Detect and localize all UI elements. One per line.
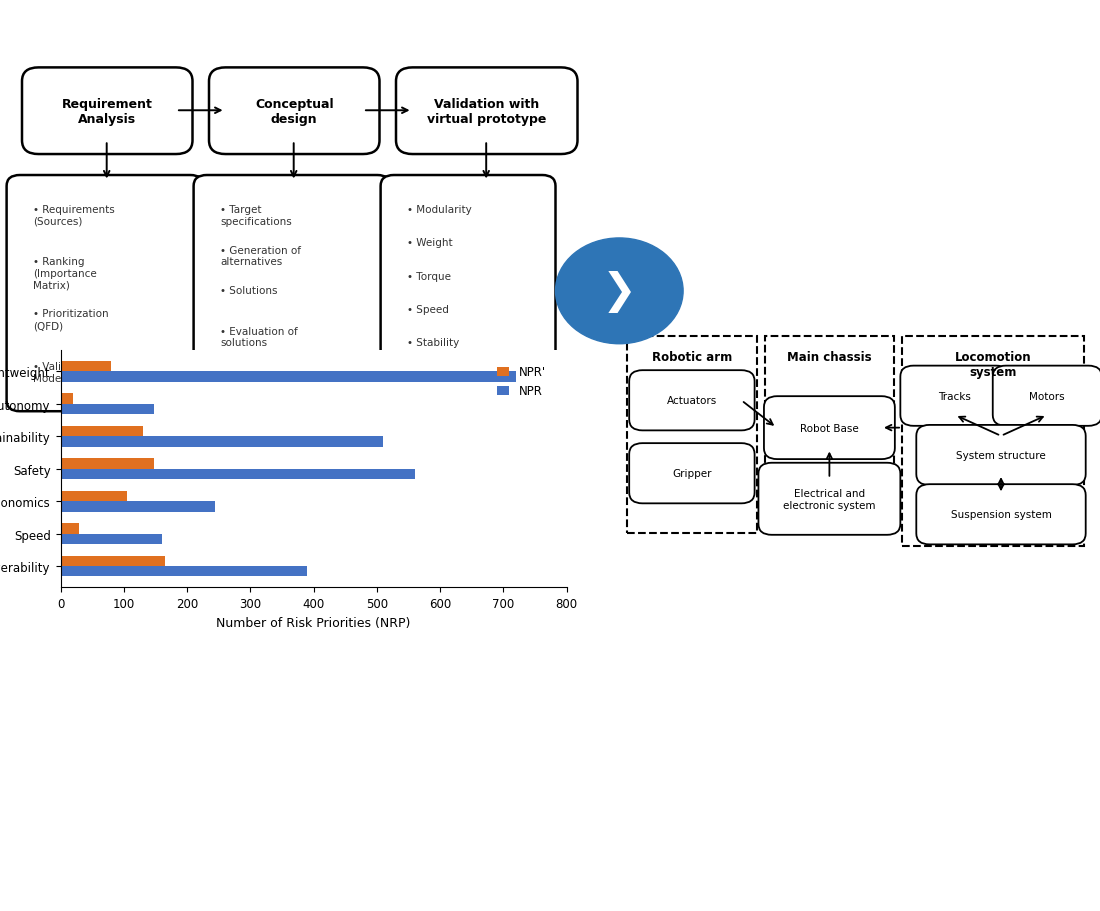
- Bar: [60, 426, 143, 436]
- FancyBboxPatch shape: [209, 68, 380, 155]
- FancyBboxPatch shape: [194, 176, 390, 412]
- Text: • Validation (Kano
Model): • Validation (Kano Model): [33, 361, 128, 383]
- Text: Motors: Motors: [1030, 392, 1065, 401]
- Bar: [60, 459, 154, 469]
- Bar: [60, 404, 154, 415]
- Text: Tracks: Tracks: [938, 392, 971, 401]
- Legend: NPR', NPR: NPR', NPR: [493, 362, 550, 403]
- FancyBboxPatch shape: [759, 463, 900, 536]
- Text: • FMEA
Analysis: • FMEA Analysis: [407, 371, 450, 393]
- Text: Locomotion
system: Locomotion system: [955, 351, 1031, 379]
- Bar: [60, 524, 79, 534]
- Text: Robot Base: Robot Base: [800, 424, 859, 433]
- Text: • Generation of
alternatives: • Generation of alternatives: [220, 245, 301, 267]
- Text: Gripper: Gripper: [672, 469, 712, 478]
- Text: • Speed: • Speed: [407, 304, 449, 314]
- X-axis label: Number of Risk Priorities (NRP): Number of Risk Priorities (NRP): [217, 616, 410, 629]
- Text: • Prioritization
(QFD): • Prioritization (QFD): [33, 309, 109, 331]
- Bar: [60, 469, 415, 479]
- Text: Suspension system: Suspension system: [950, 510, 1052, 519]
- Text: • Requirements
(Sources): • Requirements (Sources): [33, 205, 114, 227]
- Text: Main chassis: Main chassis: [788, 351, 871, 363]
- Text: Validation with
virtual prototype: Validation with virtual prototype: [427, 97, 547, 126]
- Text: • Modularity: • Modularity: [407, 205, 472, 215]
- Circle shape: [556, 239, 683, 344]
- FancyBboxPatch shape: [900, 366, 1010, 426]
- FancyBboxPatch shape: [629, 444, 755, 504]
- FancyBboxPatch shape: [916, 485, 1086, 545]
- Text: • Stability: • Stability: [407, 337, 460, 347]
- FancyBboxPatch shape: [396, 68, 578, 155]
- FancyBboxPatch shape: [764, 337, 894, 533]
- Bar: [60, 491, 126, 502]
- FancyBboxPatch shape: [916, 425, 1086, 486]
- Text: • Ranking
(Importance
Matrix): • Ranking (Importance Matrix): [33, 257, 97, 291]
- FancyBboxPatch shape: [22, 68, 192, 155]
- FancyBboxPatch shape: [763, 397, 895, 459]
- FancyBboxPatch shape: [902, 337, 1084, 547]
- Text: Electrical and
electronic system: Electrical and electronic system: [783, 488, 876, 510]
- Text: Requirement
Analysis: Requirement Analysis: [62, 97, 153, 126]
- Bar: [60, 556, 165, 567]
- Text: • Solutions: • Solutions: [220, 286, 277, 296]
- FancyBboxPatch shape: [381, 176, 556, 412]
- Text: • Weight: • Weight: [407, 238, 452, 248]
- Bar: [60, 534, 162, 545]
- Text: • Evaluation of
solutions: • Evaluation of solutions: [220, 326, 298, 348]
- Text: Actuators: Actuators: [667, 396, 717, 405]
- Text: • Target
specifications: • Target specifications: [220, 205, 292, 227]
- FancyBboxPatch shape: [627, 337, 757, 533]
- Bar: [60, 567, 307, 577]
- Bar: [60, 436, 383, 447]
- Text: System structure: System structure: [956, 451, 1046, 460]
- Bar: [60, 362, 111, 372]
- Text: Conceptual
design: Conceptual design: [255, 97, 333, 126]
- Text: • Conceptual
model: • Conceptual model: [220, 367, 288, 388]
- Text: • Torque: • Torque: [407, 271, 451, 281]
- FancyBboxPatch shape: [7, 176, 204, 412]
- Text: ❯: ❯: [602, 271, 637, 312]
- Bar: [60, 394, 73, 404]
- FancyBboxPatch shape: [629, 371, 755, 431]
- Bar: [60, 502, 216, 512]
- FancyBboxPatch shape: [992, 366, 1100, 426]
- Text: Robotic arm: Robotic arm: [652, 351, 732, 363]
- Bar: [60, 372, 516, 383]
